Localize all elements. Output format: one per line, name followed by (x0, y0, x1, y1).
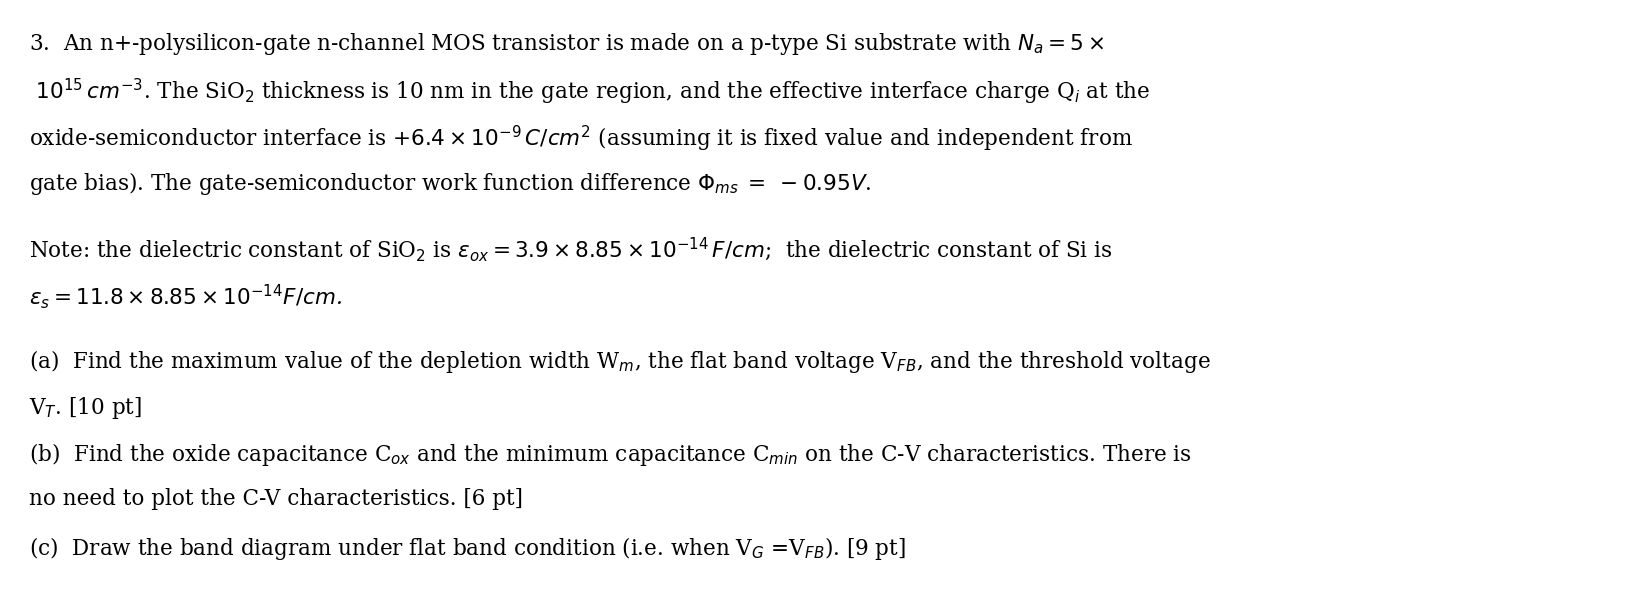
Text: Note: the dielectric constant of SiO$_2$ is $\varepsilon_{ox} = 3.9 \times 8.85 : Note: the dielectric constant of SiO$_2$… (29, 236, 1113, 264)
Text: (c)  Draw the band diagram under flat band condition (i.e. when V$_G$ =V$_{FB}$): (c) Draw the band diagram under flat ban… (29, 535, 906, 562)
Text: $10^{15}\,cm^{-3}$. The SiO$_2$ thickness is 10 nm in the gate region, and the e: $10^{15}\,cm^{-3}$. The SiO$_2$ thicknes… (29, 77, 1151, 107)
Text: $\varepsilon_s = 11.8 \times 8.85 \times 10^{-14}F/cm$.: $\varepsilon_s = 11.8 \times 8.85 \times… (29, 283, 342, 311)
Text: V$_T$. [10 pt]: V$_T$. [10 pt] (29, 395, 142, 421)
Text: gate bias). The gate-semiconductor work function difference $\Phi_{ms}\; =\; -0.: gate bias). The gate-semiconductor work … (29, 170, 871, 197)
Text: (b)  Find the oxide capacitance C$_{ox}$ and the minimum capacitance C$_{min}$ o: (b) Find the oxide capacitance C$_{ox}$ … (29, 441, 1192, 468)
Text: oxide-semiconductor interface is $+6.4 \times 10^{-9}\,C/cm^2$ (assuming it is f: oxide-semiconductor interface is $+6.4 \… (29, 124, 1133, 154)
Text: no need to plot the C-V characteristics. [6 pt]: no need to plot the C-V characteristics.… (29, 488, 523, 510)
Text: 3.  An n+-polysilicon-gate n-channel MOS transistor is made on a p-type Si subst: 3. An n+-polysilicon-gate n-channel MOS … (29, 31, 1105, 56)
Text: (a)  Find the maximum value of the depletion width W$_m$, the flat band voltage : (a) Find the maximum value of the deplet… (29, 348, 1212, 375)
